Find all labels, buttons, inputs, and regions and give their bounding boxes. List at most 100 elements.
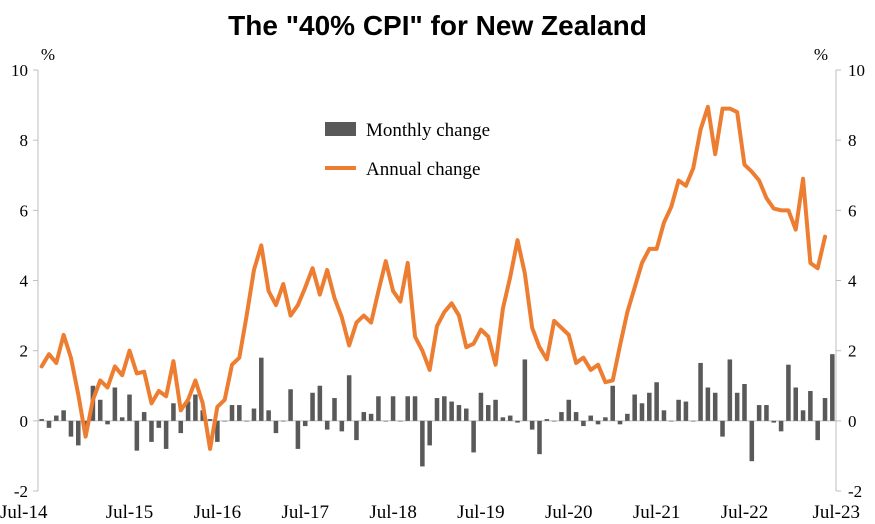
y-tick-label-right: 0 [848,412,857,431]
monthly-change-bar [193,394,198,421]
monthly-change-bar [163,420,169,449]
monthly-change-bar [786,364,791,421]
annual-change-line-layer [39,104,828,451]
annual-change-line [39,104,828,451]
monthly-change-bar [661,410,667,421]
monthly-change-bar [434,398,440,421]
monthly-change-bar [595,420,601,425]
monthly-change-bar [39,419,44,421]
monthly-change-bar [332,398,337,421]
y-tick-label-right: 8 [848,131,857,150]
monthly-change-bar [46,420,52,428]
y-axis-label-right: % [814,45,828,64]
monthly-change-bar [119,417,125,421]
monthly-change-bar [800,410,806,421]
monthly-change-bar [727,359,733,421]
y-tick-label-right: 10 [848,61,865,80]
x-tick-label: Jul-21 [633,502,681,523]
monthly-change-bar [149,420,154,442]
monthly-change-bar [427,420,432,446]
monthly-change-bar [515,420,520,423]
x-tick-label: Jul-19 [457,502,505,523]
monthly-change-bar [793,387,798,421]
monthly-change-bar [383,420,389,422]
x-tick-label: Jul-17 [281,502,329,523]
chart-title: The "40% CPI" for New Zealand [228,10,647,41]
monthly-change-bar [346,375,352,421]
monthly-change-bar [478,392,484,421]
monthly-change-bar [134,420,140,451]
monthly-change-bar [764,405,769,421]
y-tick-label-right: 2 [848,342,857,361]
monthly-change-bar [361,412,367,421]
monthly-change-bar [376,396,381,421]
monthly-change-bar [471,420,476,453]
monthly-change-bar [405,396,410,421]
y-tick-label-left: 10 [11,61,28,80]
monthly-change-bar [68,420,74,437]
monthly-change-bar [705,387,711,421]
y-tick-label-right: 4 [848,272,857,291]
x-tick-label: Jul-16 [194,502,242,523]
monthly-change-bar [742,384,747,421]
monthly-change-bar [778,420,784,432]
monthly-change-bar [690,420,696,422]
monthly-change-bar [632,394,637,421]
monthly-change-bar [442,396,447,421]
monthly-change-bar [127,394,132,421]
legend-label-monthly: Monthly change [366,120,490,141]
monthly-change-bar [420,420,425,467]
monthly-change-bar [310,392,315,421]
y-tick-label-left: 0 [20,412,29,431]
monthly-change-bar [712,392,718,421]
monthly-change-bar [734,392,740,421]
monthly-change-bar [566,399,572,421]
x-tick-label: Jul-14 [0,502,48,523]
monthly-change-bar [808,391,813,421]
monthly-change-bar [251,408,257,421]
monthly-change-bar [317,385,323,421]
legend: Monthly change Annual change [325,120,490,180]
monthly-change-bar [280,420,286,422]
monthly-change-bar [603,417,608,421]
monthly-change-bar [588,415,594,421]
monthly-change-bar [669,420,674,422]
monthly-change-bar [171,403,176,421]
x-tick-label: Jul-22 [721,502,769,523]
monthly-change-bar [456,405,462,421]
monthly-change-bar [105,420,110,425]
monthly-change-bar [215,420,220,442]
monthly-change-bar [573,412,579,421]
monthly-change-bar [537,420,542,455]
monthly-change-bar [610,385,615,421]
monthly-change-bar [551,420,557,422]
monthly-change-bar [830,354,835,421]
x-tick-label: Jul-20 [545,502,593,523]
monthly-change-bar [273,420,279,434]
monthly-change-bar [259,357,264,421]
y-tick-label-left: 8 [20,131,29,150]
monthly-change-bar [207,419,213,421]
monthly-change-bar [112,387,118,421]
y-tick-label-right: -2 [848,482,862,501]
monthly-change-bar [244,420,249,422]
y-tick-label-right: 6 [848,201,857,220]
monthly-change-bar [544,419,550,421]
monthly-change-bar [324,420,330,430]
monthly-change-bar [529,420,535,430]
monthly-change-bar [302,420,308,427]
monthly-change-bar [625,413,630,421]
legend-label-annual: Annual change [366,159,480,180]
monthly-change-bar [185,401,191,421]
monthly-change-bar [237,405,242,421]
monthly-change-bar [654,382,659,421]
monthly-change-bar [368,413,374,421]
monthly-change-bar [522,359,528,421]
monthly-change-bar [449,401,454,421]
monthly-change-bar [178,420,184,434]
y-tick-label-left: -2 [14,482,28,501]
monthly-change-bar [76,420,81,446]
monthly-change-bar [720,420,725,437]
